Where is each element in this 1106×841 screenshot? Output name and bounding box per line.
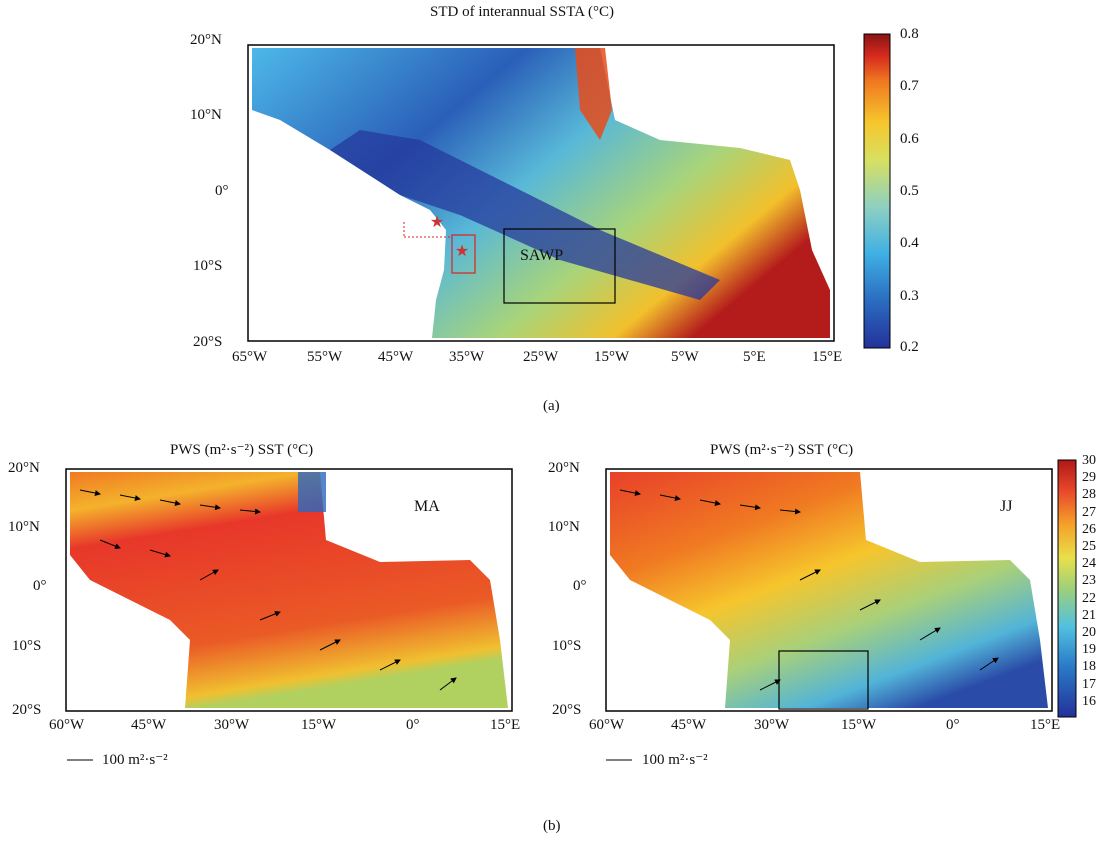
- scale-label-left: 100 m²·s⁻²: [102, 752, 168, 768]
- cb-tick: 26: [1082, 521, 1096, 537]
- lat-label: 0°: [215, 183, 229, 199]
- colorbar-b-ticks: 30 29 28 27 26 25 24 23 22 21 20 19 18 1…: [1082, 452, 1096, 710]
- panel-b-left-title: PWS (m²·s⁻²) SST (°C): [170, 442, 314, 458]
- panel-b-right-title: PWS (m²·s⁻²) SST (°C): [710, 442, 854, 458]
- lon-label: 5°W: [671, 349, 699, 365]
- season-label-jj: JJ: [1000, 498, 1013, 515]
- lon-label: 45°W: [131, 717, 167, 733]
- panel-a-ocean: [252, 48, 830, 338]
- lon-label: 0°: [946, 717, 960, 733]
- lon-label: 55°W: [307, 349, 343, 365]
- lon-label: 60°W: [589, 717, 625, 733]
- cb-tick: 18: [1082, 659, 1096, 675]
- cb-tick: 17: [1082, 676, 1096, 692]
- cb-tick: 19: [1082, 642, 1096, 658]
- cb-tick: 20: [1082, 625, 1096, 641]
- lon-label: 15°W: [301, 717, 337, 733]
- cb-tick: 24: [1082, 556, 1096, 572]
- lon-label: 45°W: [671, 717, 707, 733]
- cb-tick: 25: [1082, 539, 1096, 555]
- colorbar-a-tick: 0.3: [900, 288, 919, 304]
- colorbar-a: [863, 33, 891, 349]
- star-1: ★: [430, 214, 444, 231]
- cb-tick: 30: [1082, 453, 1096, 468]
- colorbar-a-tick: 0.7: [900, 78, 919, 94]
- lon-label: 5°E: [743, 349, 766, 365]
- colorbar-a-tick: 0.5: [900, 183, 919, 199]
- red-box: [451, 234, 476, 274]
- lat-label: 20°N: [8, 460, 40, 476]
- lon-label: 15°W: [594, 349, 630, 365]
- scale-label-right: 100 m²·s⁻²: [642, 752, 708, 768]
- lat-label: 20°N: [190, 32, 222, 48]
- colorbar-b: [1057, 459, 1077, 718]
- panel-a-title: STD of interannual SSTA (°C): [430, 4, 614, 20]
- cb-tick: 22: [1082, 590, 1096, 606]
- lat-label: 10°N: [8, 519, 40, 535]
- lon-label: 65°W: [232, 349, 268, 365]
- jj-ocean: [610, 472, 1048, 708]
- colorbar-a-tick: 0.4: [900, 235, 919, 251]
- lat-label: 0°: [33, 578, 47, 594]
- caption-a: (a): [543, 398, 560, 414]
- cb-tick: 21: [1082, 607, 1096, 623]
- cb-tick: 28: [1082, 487, 1096, 503]
- lon-label: 15°E: [1030, 717, 1061, 733]
- lon-label: 30°W: [754, 717, 790, 733]
- star-2: ★: [455, 243, 469, 260]
- lon-label: 45°W: [378, 349, 414, 365]
- sawp-label: SAWP: [520, 247, 564, 264]
- cb-tick: 29: [1082, 470, 1096, 486]
- lat-label: 10°S: [193, 258, 223, 274]
- sawp-box: [503, 228, 616, 304]
- caption-b: (b): [543, 818, 561, 834]
- season-label-ma: MA: [414, 498, 440, 515]
- lat-label: 20°S: [552, 702, 582, 718]
- wind-arrows: [79, 489, 999, 691]
- lat-label: 10°S: [552, 638, 582, 654]
- lon-label: 15°E: [490, 717, 521, 733]
- lon-label: 0°: [406, 717, 420, 733]
- lon-label: 60°W: [49, 717, 85, 733]
- lat-label: 10°S: [12, 638, 42, 654]
- colorbar-a-tick: 0.2: [900, 339, 919, 355]
- colorbar-a-tick: 0.8: [900, 26, 919, 42]
- lat-label: 20°S: [193, 334, 223, 350]
- lat-label: 10°N: [190, 107, 222, 123]
- lat-label: 0°: [573, 578, 587, 594]
- lon-label: 25°W: [523, 349, 559, 365]
- cb-tick: 16: [1082, 693, 1096, 709]
- lat-label: 20°S: [12, 702, 42, 718]
- lon-label: 30°W: [214, 717, 250, 733]
- lat-label: 10°N: [548, 519, 580, 535]
- cb-tick: 23: [1082, 573, 1096, 589]
- colorbar-a-tick: 0.6: [900, 131, 919, 147]
- lon-label: 15°E: [812, 349, 843, 365]
- ma-ocean: [70, 472, 508, 708]
- lon-label: 35°W: [449, 349, 485, 365]
- lat-label: 20°N: [548, 460, 580, 476]
- lon-label: 15°W: [841, 717, 877, 733]
- cb-tick: 27: [1082, 504, 1096, 520]
